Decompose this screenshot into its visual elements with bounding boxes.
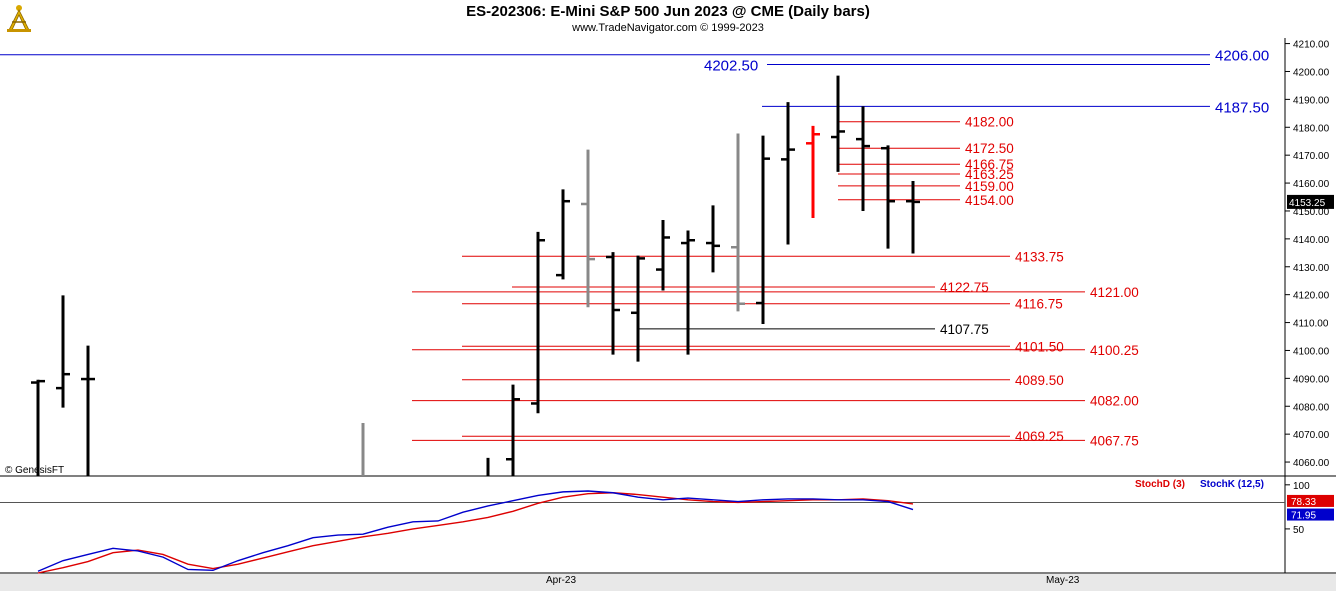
- ohlc-bar: [581, 149, 595, 308]
- stoch-legend-entry: StochK (12,5): [1200, 479, 1264, 490]
- ohlc-bar: [656, 220, 670, 291]
- ohlc-bar: [856, 106, 870, 211]
- y-tick-label: 4100.00: [1293, 346, 1330, 357]
- chart-subtitle: www.TradeNavigator.com © 1999-2023: [572, 22, 764, 34]
- ohlc-bar: [756, 135, 770, 324]
- y-tick-label: 4080.00: [1293, 402, 1330, 413]
- stoch-last-value-label: 78.33: [1291, 497, 1316, 508]
- level-label: 4121.00: [1090, 285, 1139, 300]
- level-label: 4116.75: [1015, 297, 1063, 312]
- level-label: 4202.50: [704, 58, 758, 75]
- ohlc-bar: [681, 230, 695, 355]
- y-tick-label: 4170.00: [1293, 151, 1330, 162]
- ohlc-bar: [706, 205, 720, 273]
- price-plot-background: [0, 38, 1285, 476]
- y-axis-background: [1285, 38, 1336, 573]
- y-tick-label: 4120.00: [1293, 291, 1330, 302]
- ohlc-bar: [731, 133, 745, 312]
- level-label: 4187.50: [1215, 99, 1269, 116]
- chart-title: ES-202306: E-Mini S&P 500 Jun 2023 @ CME…: [466, 3, 870, 20]
- trading-compass-logo-icon: [7, 5, 31, 32]
- y-tick-label: 4090.00: [1293, 374, 1330, 385]
- stochastic-panel: 50 100 StochD (3) StochK (12,5) 78.33 71.95: [0, 479, 1334, 574]
- y-tick-label: 4190.00: [1293, 95, 1330, 106]
- x-tick-label: May-23: [1046, 575, 1080, 586]
- stoch-series-line: [37, 490, 914, 572]
- ohlc-bar: [531, 231, 545, 414]
- level-label: 4159.00: [965, 179, 1014, 194]
- x-tick-label: Apr-23: [546, 575, 576, 586]
- ohlc-bar: [56, 295, 70, 408]
- level-label: 4101.50: [1015, 339, 1064, 354]
- level-label: 4122.75: [940, 280, 989, 295]
- level-label: 4206.00: [1215, 48, 1269, 65]
- y-tick-label: 4110.00: [1293, 319, 1329, 330]
- level-label: 4163.25: [965, 167, 1014, 182]
- level-label: 4154.00: [965, 193, 1014, 208]
- y-tick-label: 4200.00: [1293, 67, 1330, 78]
- ohlc-bar: [606, 252, 620, 355]
- ohlc-bar: [906, 180, 920, 254]
- watermark: © GenesisFT: [5, 465, 64, 476]
- level-label: 4172.50: [965, 141, 1014, 156]
- stoch-legend-entry: StochD (3): [1135, 479, 1185, 490]
- ohlc-bar: [31, 379, 45, 476]
- y-tick-label: 4130.00: [1293, 263, 1330, 274]
- y-tick-label: 4210.00: [1293, 40, 1330, 51]
- y-tick-label: 4150.00: [1293, 207, 1330, 218]
- ohlc-bar: [81, 345, 95, 476]
- level-label: 4166.75: [965, 157, 1014, 172]
- y-tick-label: 4060.00: [1293, 458, 1330, 469]
- ohlc-bar: [631, 255, 645, 362]
- last-price-label: 4153.25: [1289, 198, 1326, 209]
- ohlc-bar: [781, 102, 795, 245]
- stoch-y-tick-label: 50: [1293, 525, 1305, 536]
- stoch-last-value-label: 71.95: [1291, 511, 1316, 522]
- ohlc-bar: [881, 145, 895, 249]
- level-label: 4089.50: [1015, 373, 1064, 388]
- last-price-box: [1287, 194, 1334, 209]
- ohlc-bar: [831, 75, 845, 172]
- level-label: 4069.25: [1015, 429, 1064, 444]
- ohlc-bar: [506, 384, 520, 476]
- level-label: 4100.25: [1090, 343, 1139, 358]
- y-tick-label: 4140.00: [1293, 235, 1330, 246]
- level-label: 4067.75: [1090, 433, 1139, 448]
- y-tick-label: 4180.00: [1293, 123, 1330, 134]
- level-label: 4133.75: [1015, 249, 1064, 264]
- level-label: 4107.75: [940, 322, 989, 337]
- stoch-last-value-box: [1287, 494, 1334, 507]
- stoch-y-tick-label: 100: [1293, 481, 1310, 492]
- y-tick-label: 4070.00: [1293, 430, 1330, 441]
- ohlc-bar: [806, 125, 820, 218]
- level-label: 4182.00: [965, 115, 1014, 130]
- level-label: 4082.00: [1090, 394, 1139, 409]
- price-panel: 4060.00 4070.00 4080.00 4090.00 4100.00 4110.…: [0, 38, 1336, 591]
- stoch-series-line: [37, 492, 914, 574]
- x-axis-background: [0, 574, 1336, 591]
- ohlc-bar: [556, 189, 570, 280]
- chart-header: ES-202306: E-Mini S&P 500 Jun 2023 @ CME…: [0, 0, 1336, 38]
- y-tick-label: 4160.00: [1293, 179, 1330, 190]
- stoch-last-value-box: [1287, 508, 1334, 521]
